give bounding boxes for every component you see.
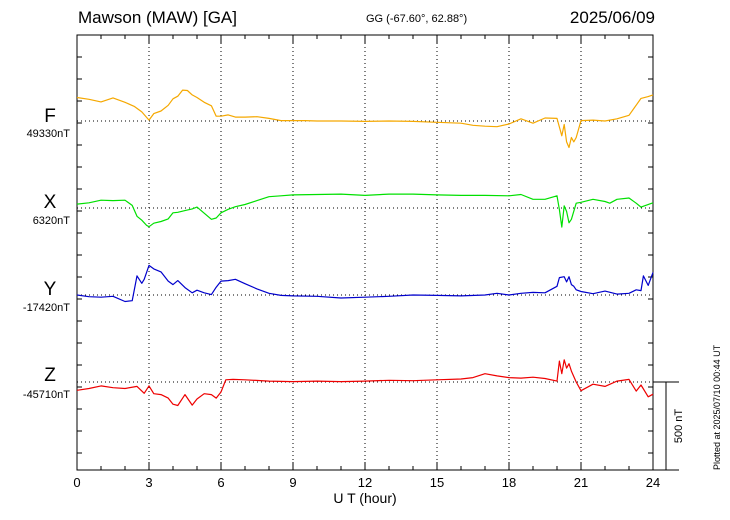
x-tick-label: 24 <box>646 475 660 490</box>
component-z-label: Z <box>44 365 56 386</box>
x-tick-label: 12 <box>358 475 372 490</box>
component-f-baseline: 49330nT <box>26 128 70 140</box>
x-tick-label: 0 <box>73 475 80 490</box>
x-tick-label: 15 <box>430 475 444 490</box>
series-f-line <box>76 89 654 149</box>
component-y-baseline: -17420nT <box>22 302 70 314</box>
x-axis-label: U T (hour) <box>333 490 397 506</box>
component-x-label: X <box>43 192 57 213</box>
x-tick-label: 21 <box>574 475 588 490</box>
component-y-label: Y <box>43 279 57 300</box>
plot-frame <box>76 34 654 471</box>
station-title: Mawson (MAW) [GA] <box>78 8 237 27</box>
series-z-line <box>76 359 654 407</box>
scale-bar-label: 500 nT <box>673 409 685 444</box>
x-tick-label: 18 <box>502 475 516 490</box>
plot-date: 2025/06/09 <box>569 8 655 27</box>
x-tick-label: 6 <box>217 475 224 490</box>
x-tick-label: 3 <box>145 475 152 490</box>
plotted-timestamp: Plotted at 2025/07/10 00:44 UT <box>712 344 722 470</box>
component-x-baseline: 6320nT <box>32 215 70 227</box>
x-tick-label: 9 <box>289 475 296 490</box>
component-f-label: F <box>44 106 56 127</box>
component-z-baseline: -45710nT <box>22 389 70 401</box>
series-y-line <box>76 264 654 303</box>
series-x-line <box>76 193 654 228</box>
geographic-coordinates: GG (-67.60°, 62.88°) <box>366 13 468 25</box>
